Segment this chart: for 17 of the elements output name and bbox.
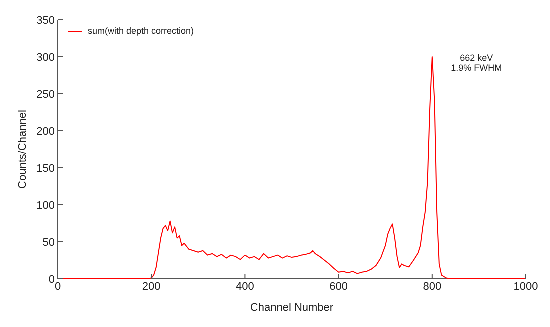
annotation: 1.9% FWHM bbox=[451, 63, 502, 73]
y-tick-label: 350 bbox=[36, 14, 55, 27]
y-tick-label: 200 bbox=[36, 126, 55, 138]
x-tick-label: 600 bbox=[330, 280, 348, 293]
y-tick-label: 150 bbox=[36, 162, 55, 175]
x-tick-label: 800 bbox=[423, 280, 442, 293]
x-tick-label: 200 bbox=[142, 280, 161, 293]
y-axis-title: Counts/Channel bbox=[16, 110, 29, 189]
x-tick-label: 400 bbox=[236, 280, 254, 293]
y-tick-label: 300 bbox=[36, 52, 55, 64]
y-tick-label: 50 bbox=[42, 236, 55, 249]
x-tick-label: 1000 bbox=[514, 280, 538, 293]
annotation: 662 keV bbox=[459, 53, 494, 63]
x-axis-title: Channel Number bbox=[250, 302, 334, 314]
legend-label: sum(with depth correction) bbox=[88, 26, 194, 36]
y-tick-label: 250 bbox=[36, 88, 55, 101]
y-tick-label: 100 bbox=[36, 200, 55, 212]
